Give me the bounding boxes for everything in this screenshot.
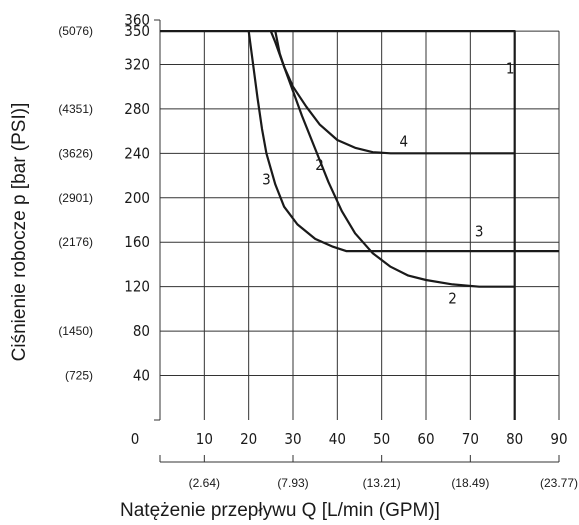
gpm-tick-label: (23.77) — [540, 476, 578, 490]
gpm-tick-label: (18.49) — [451, 476, 489, 490]
curve-labels: 1 2 2 3 3 4 — [262, 59, 514, 307]
series-line-3 — [247, 30, 559, 253]
y-tick-label: 280 — [124, 100, 150, 118]
series-label-3: 3 — [262, 170, 271, 188]
x-tick-label: 20 — [240, 430, 257, 448]
y-tick-label: 350 — [124, 22, 150, 40]
y-tick-label: 40 — [133, 367, 150, 385]
x-tick-label: 40 — [329, 430, 346, 448]
y-tick-label: 240 — [124, 144, 150, 162]
y-tick-label: 160 — [124, 233, 150, 251]
gpm-tick-label: (13.21) — [363, 476, 401, 490]
x-tick-label: 70 — [462, 430, 479, 448]
series-line-2 — [269, 30, 515, 288]
y-tick-label: 200 — [124, 189, 150, 207]
y-tick-label: 80 — [133, 322, 150, 340]
x-tick-label: 30 — [284, 430, 301, 448]
psi-tick-label: (3626) — [58, 146, 93, 160]
x-tick-label: 0 — [131, 430, 140, 448]
series-label-3: 3 — [475, 223, 484, 241]
series-line-4 — [274, 30, 515, 155]
psi-tick-label: (725) — [65, 369, 93, 383]
x-tick-label: 10 — [196, 430, 213, 448]
y-axis-title: Ciśnienie robocze p [bar (PSI)] — [9, 103, 30, 362]
psi-tick-label: (2901) — [58, 191, 93, 205]
y-tick-label: 360 — [124, 11, 150, 29]
psi-tick-label: (1450) — [58, 324, 93, 338]
psi-tick-label: (2176) — [58, 235, 93, 249]
x-tick-label: 80 — [506, 430, 523, 448]
grid — [154, 19, 560, 463]
x-tick-label: 50 — [373, 430, 390, 448]
series-line-1 — [160, 30, 516, 420]
gpm-tick-label: (2.64) — [189, 476, 220, 490]
y-tick-label: 320 — [124, 55, 150, 73]
tick-labels: 4080120160200240280320350360(725)(1450)(… — [58, 11, 578, 490]
series-label-2: 2 — [315, 156, 324, 174]
y-tick-label: 120 — [124, 278, 150, 296]
series-label-4: 4 — [400, 133, 409, 151]
series-label-2: 2 — [448, 289, 457, 307]
gpm-tick-label: (7.93) — [277, 476, 308, 490]
psi-tick-label: (5076) — [58, 24, 93, 38]
series-label-1: 1 — [506, 59, 515, 77]
x-tick-label: 60 — [417, 430, 434, 448]
x-axis-title: Natężenie przepływu Q [L/min (GPM)] — [120, 500, 440, 521]
psi-tick-label: (4351) — [58, 102, 93, 116]
x-tick-label: 90 — [550, 430, 567, 448]
curves — [160, 30, 559, 420]
